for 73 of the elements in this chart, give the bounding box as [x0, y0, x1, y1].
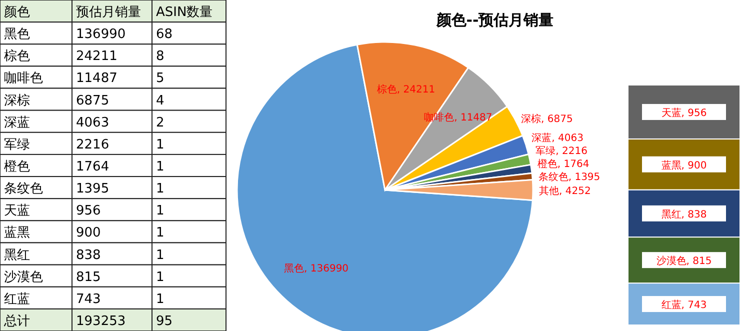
data-label: 1	[156, 226, 164, 241]
data-label: 6875	[76, 93, 110, 108]
data-label: 1	[156, 204, 164, 219]
series-label: 黑红	[661, 208, 682, 220]
data-label: , 743	[681, 300, 707, 312]
slice-label: 军绿	[536, 146, 556, 157]
data-label: 1395	[76, 182, 110, 197]
slice-label: 条纹色	[538, 170, 568, 183]
data-label: , 1395	[568, 172, 600, 183]
data-label: 1	[156, 292, 164, 307]
data-label: 193253	[76, 314, 126, 329]
slice-label: 深棕	[521, 112, 542, 125]
slice-label: 其他	[539, 185, 559, 197]
data-label: 2216	[76, 137, 110, 152]
data-label: 838	[76, 248, 101, 263]
series-label: 沙漠色	[656, 255, 686, 268]
category-label: 棕色	[4, 49, 30, 64]
data-label: 956	[76, 204, 101, 219]
category-label: 总计	[3, 314, 30, 329]
series-label: 天蓝	[661, 106, 682, 119]
data-label: 95	[156, 314, 173, 329]
category-label: 黑红	[4, 248, 30, 263]
data-label: , 4063	[552, 132, 584, 144]
data-label: 11487	[76, 71, 118, 86]
data-label: 136990	[76, 27, 126, 42]
data-label: , 900	[681, 160, 707, 172]
text: 颜色	[4, 5, 30, 20]
slice-label: 棕色	[376, 84, 397, 96]
series-label: 红蓝	[661, 299, 682, 312]
data-label: 815	[76, 270, 101, 285]
slice-label: 橙色	[537, 158, 558, 170]
data-label: , 136990	[304, 264, 349, 275]
data-label: , 24211	[396, 84, 436, 96]
data-label: 2	[156, 115, 164, 130]
data-label: , 815	[686, 256, 712, 268]
data-label: 1	[156, 270, 164, 285]
data-label: 68	[156, 27, 173, 42]
data-label: 4	[156, 93, 164, 108]
data-label: 1	[156, 160, 164, 174]
category-label: 沙漠色	[4, 270, 43, 285]
series-label: 预估月销量	[76, 5, 141, 20]
data-label: 1	[156, 182, 164, 197]
data-label: , 2216	[556, 146, 588, 157]
category-label: 橙色	[4, 160, 30, 174]
data-label: 8	[156, 49, 164, 64]
series-label: 蓝黑	[661, 159, 682, 172]
category-label: 条纹色	[4, 182, 43, 197]
slice-label: 深蓝	[532, 132, 552, 144]
series-label: ASIN数量	[156, 5, 213, 20]
data-label: 24211	[76, 49, 118, 64]
chart-title: 颜色--预估月销量	[435, 11, 554, 29]
data-label: , 956	[681, 108, 707, 119]
data-label: 1764	[76, 160, 110, 174]
data-label: 743	[76, 292, 101, 307]
category-label: 深蓝	[4, 115, 30, 130]
data-label: 1	[156, 248, 164, 263]
data-label: 1	[156, 137, 164, 152]
data-label: , 838	[681, 209, 707, 220]
category-label: 蓝黑	[4, 226, 30, 241]
data-label: 900	[76, 226, 101, 241]
data-label: , 6875	[541, 114, 573, 125]
data-label: , 1764	[557, 158, 590, 170]
data-label: , 11487	[454, 112, 492, 124]
data-label: 5	[156, 71, 164, 86]
slice-label: 黑色	[284, 262, 304, 275]
category-label: 黑色	[4, 27, 30, 42]
category-label: 红蓝	[4, 292, 30, 307]
data-label: 4063	[76, 115, 110, 130]
category-label: 天蓝	[4, 204, 30, 219]
category-label: 深棕	[4, 93, 30, 108]
category-label: 军绿	[4, 137, 30, 152]
data-label: , 4252	[559, 186, 591, 197]
category-label: 咖啡色	[4, 71, 43, 86]
